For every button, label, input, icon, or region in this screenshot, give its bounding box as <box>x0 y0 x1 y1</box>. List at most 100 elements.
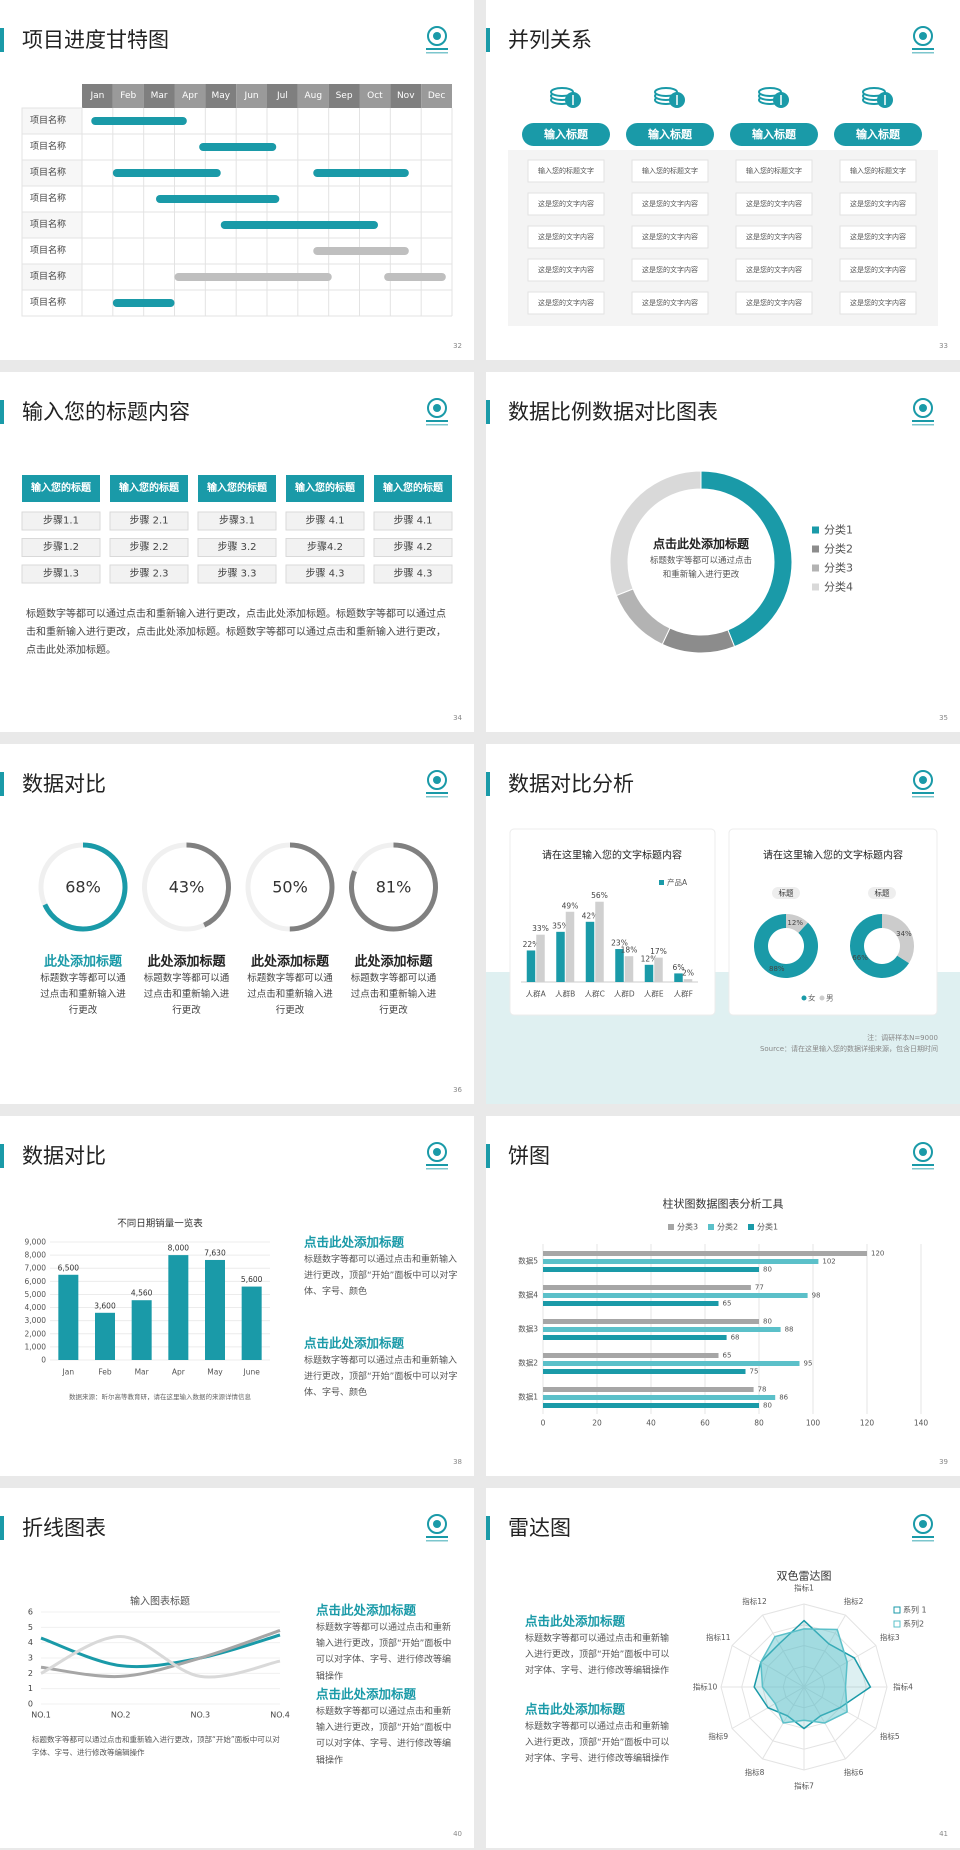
block-heading: 点击此处添加标题 <box>316 1603 417 1618</box>
step-box <box>21 511 101 531</box>
value-label: 77 <box>755 1284 764 1292</box>
bar <box>168 1255 189 1360</box>
slide-title: 输入您的标题内容 <box>22 400 190 424</box>
page-number: 41 <box>939 1830 948 1838</box>
item-text: 这是您的文字内容 <box>538 232 594 241</box>
value-label: 49% <box>562 901 579 910</box>
y-tick-label: 0 <box>28 1700 33 1709</box>
step-header <box>110 475 188 502</box>
item-text: 输入您的标题文字 <box>538 166 594 175</box>
value-label: 33% <box>532 924 549 933</box>
step-box <box>285 511 365 531</box>
y-tick-label: 6 <box>28 1608 33 1617</box>
slide-bg <box>0 1488 474 1848</box>
slide-title: 项目进度甘特图 <box>22 28 169 52</box>
item-text: 标题数字等都可以通过点击和重新输入进行更改 <box>350 973 437 1017</box>
gantt-bar <box>156 195 280 203</box>
step-header-text: 输入您的标题 <box>119 481 180 494</box>
item-box <box>735 258 813 282</box>
bar <box>543 1267 759 1272</box>
donut-segment <box>786 914 808 933</box>
slide: 折线图表 40 输入图表标题 0 1 2 3 4 5 6 NO.1 NO.2 NO.3 NO.4 标题数字等… <box>0 1488 474 1848</box>
month-label: Jun <box>244 91 259 101</box>
bar <box>683 979 693 982</box>
legend-label: 分类3 <box>677 1222 698 1232</box>
item-title: 此处添加标题 <box>354 954 433 970</box>
logo-core <box>919 776 927 784</box>
month-label: Nov <box>397 91 415 101</box>
step-box <box>285 538 365 557</box>
axis-label: 指标2 <box>844 1596 864 1606</box>
step-text: 步骤1.1 <box>43 515 79 527</box>
step-box <box>21 564 101 584</box>
value-label: 17% <box>650 947 667 956</box>
axis-label: 指标6 <box>844 1767 864 1777</box>
logo-ring <box>427 26 447 46</box>
legend-label: 系列2 <box>903 1619 924 1629</box>
value-label: 5,600 <box>241 1275 263 1284</box>
month-header <box>174 84 206 108</box>
donut-value-label: 88% <box>769 965 785 973</box>
item-box <box>839 192 917 216</box>
month-header <box>390 84 422 108</box>
step-header-text: 输入您的标题 <box>31 481 92 494</box>
legend-label: 男 <box>826 994 834 1003</box>
logo-text-line <box>912 796 934 798</box>
item-box <box>839 225 917 249</box>
donut-segment <box>882 914 914 964</box>
legend-swatch <box>812 526 819 534</box>
step-text: 步骤 2.3 <box>129 568 168 580</box>
gantt-bar <box>174 273 332 281</box>
month-label: May <box>211 91 230 101</box>
slide-title: 数据对比 <box>22 1144 106 1168</box>
legend-label: 女 <box>808 993 816 1003</box>
item-box <box>631 225 709 249</box>
title-accent <box>486 1516 490 1540</box>
bar <box>565 911 575 982</box>
logo-core <box>919 1148 927 1156</box>
step-box <box>109 564 189 584</box>
column-header: 输入标题 <box>856 127 901 141</box>
page-number: 39 <box>939 1458 948 1466</box>
header-pill <box>834 123 922 146</box>
ring-label: 68% <box>65 878 101 897</box>
legend-label: 分类1 <box>824 523 853 537</box>
axis-label: 指标5 <box>880 1731 900 1741</box>
x-tick-label: 140 <box>914 1419 929 1428</box>
item-text-box: 标题数字等都可以通过点击和重新输入进行更改 <box>247 973 333 1016</box>
logo-ring <box>913 1514 933 1534</box>
page-number: 36 <box>453 1086 462 1094</box>
x-tick-label: May <box>207 1368 223 1377</box>
legend-swatch <box>668 1224 674 1230</box>
bar <box>644 964 654 982</box>
value-label: 80 <box>763 1318 772 1326</box>
item-text-box: 标题数字等都可以通过点击和重新输入进行更改 <box>40 973 126 1016</box>
logo-text-line <box>912 424 934 426</box>
bar <box>241 1286 262 1360</box>
ring-label: 81% <box>376 878 412 897</box>
bar <box>526 950 536 982</box>
ring-value <box>349 842 438 932</box>
center-text-box: 标题数字等都可以通过点击和重新输入进行更改 <box>650 556 752 580</box>
radar-series <box>760 1628 848 1724</box>
block-heading: 点击此处添加标题 <box>525 1614 626 1629</box>
month-label: Feb <box>120 91 136 101</box>
month-label: Dec <box>428 91 445 101</box>
step-box <box>197 564 277 584</box>
page-number: 34 <box>453 714 462 722</box>
x-tick-label: Jan <box>62 1368 75 1377</box>
slide-title: 数据对比 <box>22 772 106 796</box>
month-header <box>297 84 329 108</box>
y-tick-label: 2 <box>28 1669 33 1678</box>
x-tick-label: 40 <box>646 1419 656 1428</box>
chart-title: 柱状图数据图表分析工具 <box>663 1197 784 1211</box>
block-text: 标题数字等都可以通过点击和重新输入进行更改，顶部“开始”面板中可以对字体、字号、… <box>525 1722 670 1765</box>
slide-title: 饼图 <box>508 1144 550 1168</box>
step-text: 步骤 3.3 <box>217 568 256 580</box>
month-label: Jan <box>89 91 104 101</box>
logo-text-line <box>912 792 934 794</box>
slide-title: 雷达图 <box>508 1516 571 1540</box>
axis-label: 指标1 <box>794 1583 814 1593</box>
logo-text-line <box>426 48 448 50</box>
